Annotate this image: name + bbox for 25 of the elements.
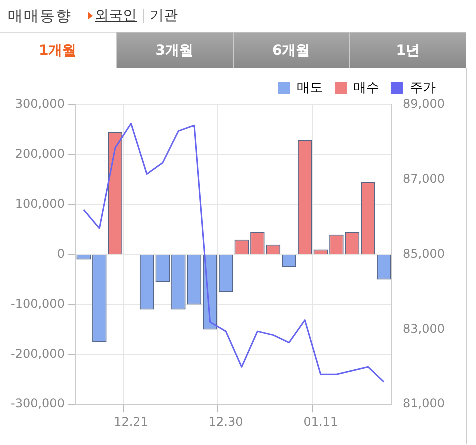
y-tick-label: -300,000 [11, 396, 65, 411]
text: 1년 [349, 32, 466, 68]
text: 외국인 [95, 7, 137, 25]
y-tick-label: 0 [57, 246, 65, 261]
x-tick-label: 12.30 [208, 414, 244, 429]
x-tick-label: 12.21 [114, 414, 148, 429]
text: 3개월 [116, 32, 232, 68]
legend-label: 주가 [410, 80, 436, 96]
y2-tick-label: 85,000 [403, 246, 446, 261]
y2-tick-label: 83,000 [403, 322, 446, 336]
text: 1개월 [0, 32, 116, 68]
legend-label: 매수 [354, 80, 380, 96]
y2-tick-label: 81,000 [403, 396, 446, 411]
y-tick-label: -200,000 [11, 346, 65, 361]
y-tick-label: 300,000 [15, 97, 65, 112]
y-tick-label: 100,000 [15, 196, 65, 211]
legend-label: 매도 [297, 80, 323, 96]
chart-title: 매매동향 [8, 6, 72, 26]
text: 6개월 [232, 32, 350, 68]
x-tick-label: 01.11 [304, 414, 338, 429]
y-tick-label: -100,000 [11, 296, 65, 311]
y2-tick-label: 87,000 [403, 172, 446, 186]
y-tick-label: 200,000 [15, 147, 65, 162]
y2-tick-label: 89,000 [403, 97, 446, 112]
text: 기관 [150, 7, 178, 25]
